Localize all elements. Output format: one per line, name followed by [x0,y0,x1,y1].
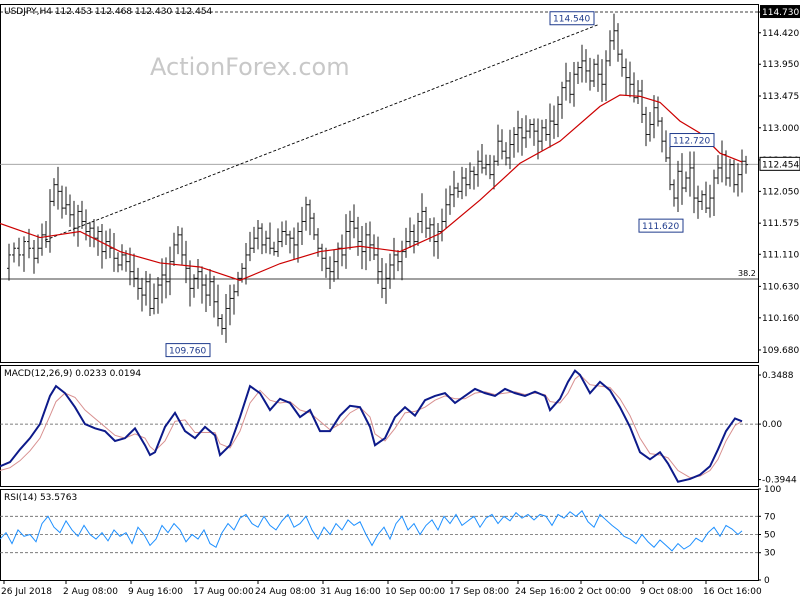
macd-panel-header: MACD(12,26,9) 0.0233 0.0194 [4,369,141,379]
x-axis-label: 10 Sep 00:00 [385,587,445,597]
moving-average-line [0,94,743,282]
price-axis-label: 114.420 [762,29,799,39]
price-annotation-label: 111.620 [642,222,679,232]
rsi-line [0,510,743,552]
price-axis-label: 110.630 [762,282,799,292]
x-axis-label: 2 Aug 08:00 [63,587,118,597]
price-annotation-box [165,343,211,358]
fib-level-label: 38.2 [738,269,756,278]
macd-axis-label: 0.00 [762,420,782,430]
rsi-axis-label: 70 [764,512,776,522]
price-annotation-box [549,11,595,26]
price-annotation-box [669,133,715,148]
x-axis-label: 9 Oct 08:00 [640,587,693,597]
price-axis-label: 113.475 [762,92,799,102]
rsi-axis-label: 0 [764,576,770,586]
rsi-panel-header: RSI(14) 53.5763 [4,493,77,503]
macd-panel-frame [0,365,759,487]
current-price-tag-label: 112.454 [762,160,799,170]
price-axis-label: 114.730 [762,8,799,18]
x-axis-label: 16 Oct 16:00 [703,587,762,597]
price-annotation-label: 114.540 [553,15,590,25]
macd-axis-label: 0.3488 [762,371,794,381]
rsi-panel-frame [0,489,759,581]
price-annotation-box [638,218,684,233]
price-axis-label: 112.050 [762,187,799,197]
x-axis-label: 9 Aug 16:00 [128,587,183,597]
macd-line [0,369,743,483]
price-panel-header: USDJPY,H4 112.453 112.468 112.430 112.45… [4,7,213,17]
price-axis-label: 113.000 [762,124,799,134]
rsi-axis-label: 30 [764,549,776,559]
watermark-text: ActionForex.com [150,53,350,81]
price-axis-label: 110.160 [762,314,799,324]
x-axis-label: 31 Aug 16:00 [320,587,381,597]
trend-line [44,24,599,241]
x-axis-label: 24 Aug 08:00 [255,587,316,597]
price-annotation-label: 112.720 [673,137,710,147]
x-axis-label: 26 Jul 2018 [1,587,52,597]
x-axis-label: 17 Aug 00:00 [193,587,254,597]
x-axis-label: 24 Sep 16:00 [515,587,575,597]
price-panel-frame [0,4,759,363]
current-price-tag [759,156,800,171]
rsi-axis-label: 100 [764,485,781,495]
price-annotation-label: 109.760 [169,347,206,357]
x-axis-label: 17 Sep 08:00 [449,587,509,597]
price-axis-label: 109.680 [762,346,799,356]
price-axis-label: 111.110 [762,250,799,260]
price-axis-label: 111.575 [762,219,799,229]
price-axis-label: 113.950 [762,60,799,70]
x-axis-label: 2 Oct 00:00 [578,587,631,597]
peak-price-tag [760,5,800,19]
macd-axis-label: -0.3944 [762,476,797,486]
rsi-axis-label: 50 [764,531,776,541]
